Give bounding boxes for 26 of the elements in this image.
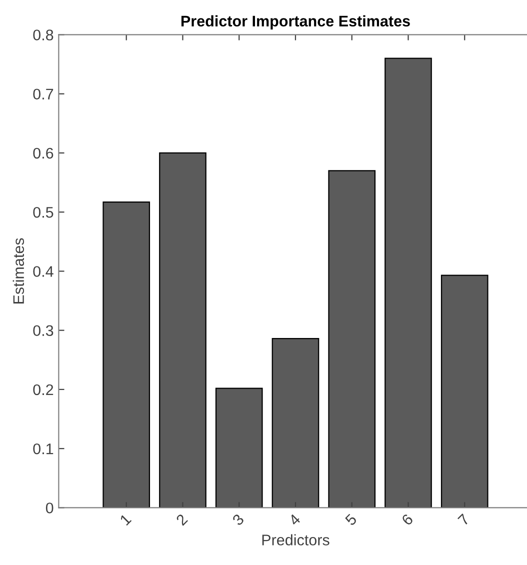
y-tick-label: 0.7 (33, 88, 54, 100)
bar (159, 152, 206, 508)
chart-title: Predictor Importance Estimates (181, 15, 410, 30)
y-tick-label: 0.5 (33, 206, 54, 218)
x-axis-title: Predictors (262, 534, 330, 546)
x-tick-label: 3 (232, 513, 245, 526)
bar (272, 338, 320, 508)
bar (384, 58, 432, 508)
bar (215, 388, 263, 508)
y-tick-label: 0 (46, 502, 54, 514)
x-tick-label: 6 (401, 513, 414, 526)
y-tick-label: 0.4 (33, 266, 54, 277)
y-tick-label: 0.8 (33, 30, 54, 40)
y-tick-label: 0.3 (33, 325, 54, 336)
y-tick-label: 0.6 (33, 148, 54, 159)
x-tick-label: 4 (288, 513, 301, 526)
y-axis-title: Estimates (12, 238, 24, 304)
x-tick-label: 5 (344, 513, 358, 526)
x-tick-label: 7 (458, 514, 470, 526)
y-tick-label: 0.1 (33, 443, 54, 454)
bar (440, 274, 488, 508)
x-tick-label: 1 (120, 513, 132, 526)
y-tick-label: 0.2 (33, 384, 54, 396)
bar (328, 170, 376, 508)
x-tick-label: 2 (176, 513, 188, 526)
bar (102, 201, 150, 508)
